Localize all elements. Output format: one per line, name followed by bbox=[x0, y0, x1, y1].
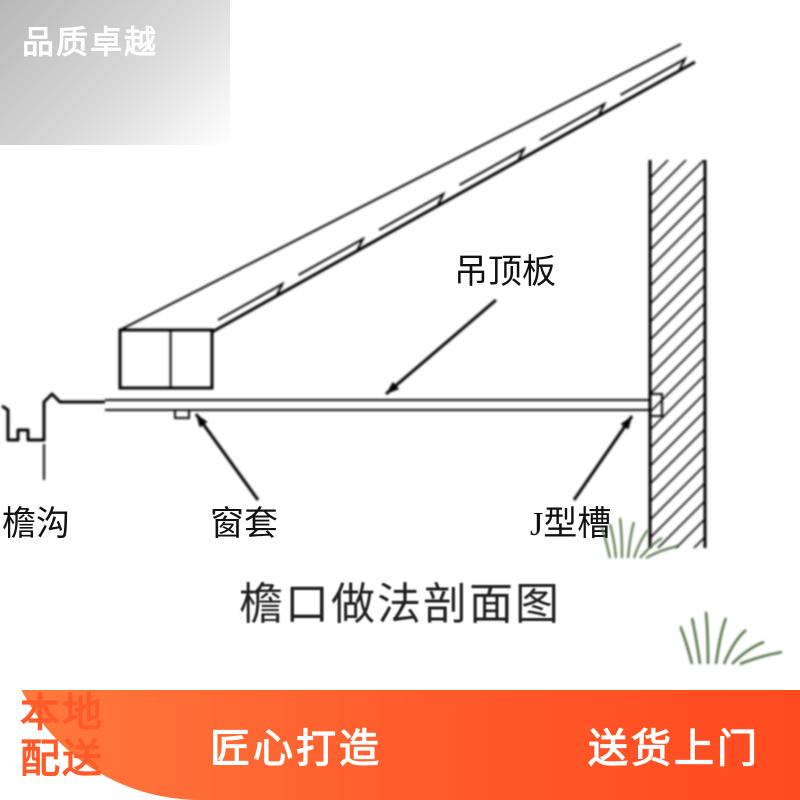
grass-decor-2 bbox=[680, 606, 790, 666]
label-ceiling-board: 吊顶板 bbox=[454, 244, 556, 293]
grass-decor-1 bbox=[600, 510, 690, 560]
label-window-casing: 窗套 bbox=[210, 496, 278, 545]
corner-line1: 本地 bbox=[20, 690, 104, 736]
label-gutter: 檐沟 bbox=[2, 496, 70, 545]
bottom-text-right: 送货上门 bbox=[588, 716, 760, 774]
quality-badge-text: 品质卓越 bbox=[22, 24, 158, 60]
corner-line2: 配送 bbox=[20, 736, 104, 782]
bottom-text-left: 匠心打造 bbox=[210, 716, 382, 774]
quality-badge: 品质卓越 bbox=[0, 0, 180, 86]
corner-tag: 本地 配送 bbox=[0, 600, 200, 800]
